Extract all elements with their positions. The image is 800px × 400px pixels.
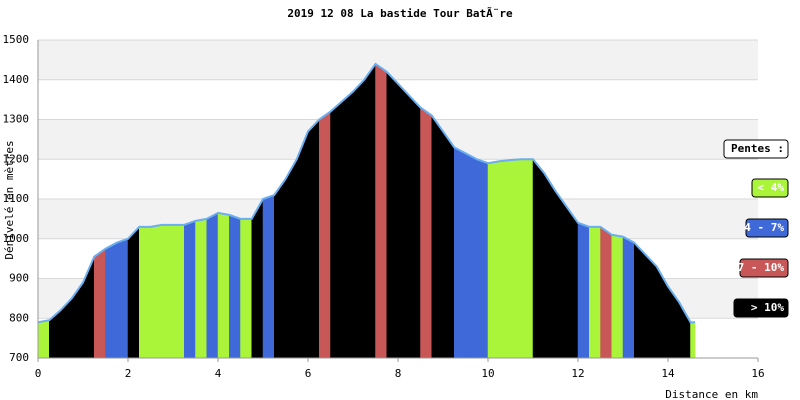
- y-tick-label: 800: [9, 311, 29, 324]
- slope-segment: [352, 79, 365, 359]
- slope-segment: [555, 190, 567, 359]
- slope-segment: [116, 238, 129, 359]
- slope-segment: [240, 218, 252, 359]
- slope-segment: [172, 224, 185, 359]
- x-tick-label: 8: [395, 367, 402, 380]
- y-axis-label: Dénivelé en mètres: [3, 140, 16, 259]
- slope-segment: [184, 220, 196, 359]
- slope-segment: [274, 178, 286, 359]
- slope-segment: [285, 158, 297, 359]
- slope-segment: [420, 107, 432, 359]
- slope-segment: [105, 242, 117, 359]
- slope-segment: [307, 118, 320, 359]
- x-tick-label: 14: [661, 367, 675, 380]
- slope-segment: [465, 152, 477, 359]
- slope-segment: [195, 218, 207, 359]
- slope-segment: [476, 158, 489, 359]
- slope-segment: [431, 114, 444, 359]
- slope-segment: [690, 321, 696, 359]
- y-tick-label: 1400: [3, 73, 30, 86]
- slope-segment: [94, 248, 106, 359]
- x-tick-label: 0: [35, 367, 42, 380]
- x-tick-label: 12: [571, 367, 584, 380]
- slope-segment: [319, 111, 331, 359]
- slope-segment: [499, 159, 511, 359]
- slope-segment: [544, 172, 556, 359]
- x-tick-label: 2: [125, 367, 132, 380]
- slope-segment: [409, 95, 421, 359]
- slope-segment: [127, 226, 140, 359]
- slope-segment: [386, 71, 399, 359]
- slope-segment: [262, 194, 275, 359]
- slope-segment: [442, 130, 455, 359]
- slope-segment: [397, 83, 410, 359]
- slope-segment: [532, 158, 545, 359]
- slope-segment: [341, 91, 354, 359]
- x-tick-label: 10: [481, 367, 494, 380]
- chart-title: 2019 12 08 La bastide Tour BatÃ¨re: [287, 7, 513, 20]
- x-axis-label: Distance en km: [665, 388, 758, 400]
- legend-entry-box: [751, 178, 789, 198]
- slope-segment: [251, 198, 264, 359]
- legend-entry-box: [739, 258, 789, 278]
- x-tick-label: 16: [751, 367, 764, 380]
- slope-segment: [487, 160, 500, 359]
- y-tick-label: 1500: [3, 33, 30, 46]
- slope-segment: [521, 159, 534, 359]
- legend-entry: > 10%: [751, 301, 784, 314]
- legend-entry-box: [745, 218, 789, 238]
- y-tick-label: 700: [9, 351, 29, 364]
- slope-segment: [150, 224, 162, 359]
- grid-band: [38, 40, 758, 80]
- x-tick-label: 4: [215, 367, 222, 380]
- slope-segment: [206, 212, 219, 359]
- legend-title: Pentes :: [731, 142, 784, 155]
- slope-segment: [589, 226, 601, 359]
- y-tick-label: 1100: [3, 192, 30, 205]
- y-tick-label: 900: [9, 272, 29, 285]
- legend-title-box: [723, 139, 789, 159]
- slope-segment: [296, 131, 309, 359]
- slope-segment: [622, 236, 635, 359]
- slope-segment: [510, 158, 522, 359]
- slope-segment: [364, 63, 376, 359]
- y-tick-label: 1300: [3, 113, 30, 126]
- slope-segment: [375, 63, 387, 359]
- legend-entry-box: [733, 298, 789, 318]
- slope-segment: [229, 214, 241, 359]
- slope-segment: [600, 226, 612, 359]
- legend-entry: < 4%: [758, 181, 785, 194]
- slope-segment: [161, 224, 174, 359]
- slope-segment: [577, 222, 590, 359]
- slope-segment: [611, 234, 624, 359]
- slope-segment: [217, 212, 230, 359]
- legend-entry: 7 - 10%: [738, 261, 785, 274]
- slope-segment: [454, 146, 466, 359]
- slope-segment: [645, 254, 657, 359]
- slope-segment: [634, 242, 646, 359]
- profile-line: [37, 62, 695, 324]
- plot: 700 800 900 1000 1100 1200 1300 1400 1500 0 2 4 6 8 10…: [3, 33, 789, 380]
- slope-segment: [330, 101, 342, 359]
- x-tick-label: 6: [305, 367, 312, 380]
- slope-segment: [139, 226, 151, 359]
- legend-entry: 4 - 7%: [744, 221, 784, 234]
- y-tick-label: 1000: [3, 232, 30, 245]
- slope-segment: [37, 319, 50, 359]
- y-tick-label: 1200: [3, 152, 30, 165]
- slope-segment: [566, 206, 579, 359]
